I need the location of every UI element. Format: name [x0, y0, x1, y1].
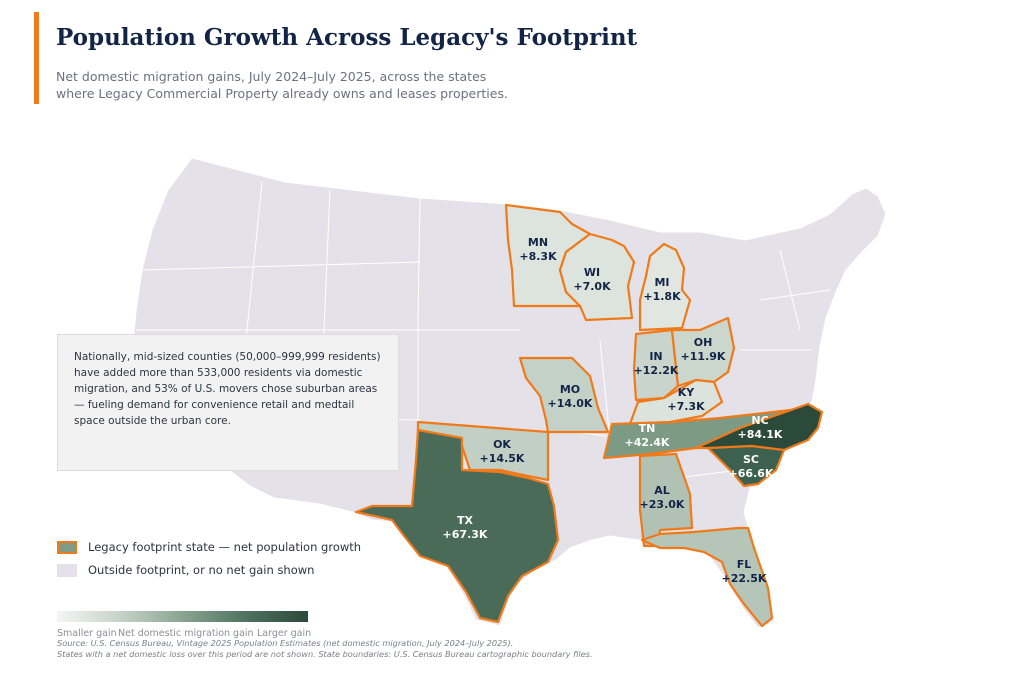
- legend-footprint-swatch: [57, 540, 77, 554]
- scale-low-label: Smaller gain: [57, 628, 117, 639]
- source-line-2: States with a net domestic loss over thi…: [57, 649, 593, 659]
- scale-mid-label: Net domestic migration gain: [118, 628, 254, 639]
- state-code-fl: FL: [737, 558, 752, 571]
- state-code-wi: WI: [584, 266, 600, 279]
- state-value-ok: +14.5K: [480, 452, 525, 465]
- color-scale-ramp: [57, 611, 308, 622]
- state-value-al: +23.0K: [640, 498, 685, 511]
- state-code-oh: OH: [694, 336, 713, 349]
- us-base-silhouette: [131, 157, 887, 629]
- page-subtitle: Net domestic migration gains, July 2024–…: [56, 69, 508, 101]
- state-fl[interactable]: [640, 526, 774, 628]
- legend-outside: Outside footprint, or no net gain shown: [57, 563, 314, 577]
- scale-high-label: Larger gain: [257, 628, 312, 639]
- state-value-wi: +7.0K: [573, 280, 611, 293]
- state-value-in: +12.2K: [634, 364, 679, 377]
- state-value-oh: +11.9K: [681, 350, 726, 363]
- state-value-mn: +8.3K: [519, 250, 557, 263]
- legend-outside-label: Outside footprint, or no net gain shown: [88, 563, 315, 577]
- state-value-tx: +67.3K: [443, 528, 488, 541]
- state-value-tn: +42.4K: [625, 436, 670, 449]
- state-value-ky: +7.3K: [667, 400, 705, 413]
- page-title: Population Growth Across Legacy's Footpr…: [56, 24, 638, 51]
- state-code-sc: SC: [743, 453, 759, 466]
- state-value-mi: +1.8K: [643, 290, 681, 303]
- legend-footprint-label: Legacy footprint state — net population …: [88, 540, 362, 554]
- state-tx[interactable]: [354, 428, 560, 624]
- footprint-states: [354, 203, 824, 628]
- state-code-nc: NC: [751, 414, 768, 427]
- source-line-1: Source: U.S. Census Bureau, Vintage 2025…: [57, 638, 514, 648]
- state-code-tx: TX: [457, 514, 474, 527]
- state-value-nc: +84.1K: [738, 428, 783, 441]
- state-sc[interactable]: [706, 444, 786, 488]
- state-al[interactable]: [638, 452, 694, 548]
- state-value-fl: +22.5K: [722, 572, 767, 585]
- state-code-in: IN: [649, 350, 662, 363]
- state-mi[interactable]: [638, 242, 692, 332]
- state-wi[interactable]: [558, 232, 636, 322]
- source-note: Source: U.S. Census Bureau, Vintage 2025…: [57, 638, 593, 660]
- state-code-mn: MN: [528, 236, 548, 249]
- state-code-tn: TN: [639, 422, 656, 435]
- state-code-ky: KY: [678, 386, 696, 399]
- state-code-ok: OK: [493, 438, 511, 451]
- state-code-mi: MI: [654, 276, 669, 289]
- legend-footprint: Legacy footprint state — net population …: [57, 540, 361, 554]
- national-trend-callout: Nationally, mid-sized counties (50,000–9…: [57, 334, 399, 471]
- state-code-mo: MO: [560, 383, 580, 396]
- title-accent-bar: [34, 12, 39, 104]
- state-value-mo: +14.0K: [548, 397, 593, 410]
- state-code-al: AL: [654, 484, 670, 497]
- state-oh[interactable]: [670, 316, 736, 388]
- state-mo[interactable]: [518, 356, 610, 434]
- state-value-sc: +66.6K: [729, 467, 774, 480]
- legend-outside-swatch: [57, 563, 77, 577]
